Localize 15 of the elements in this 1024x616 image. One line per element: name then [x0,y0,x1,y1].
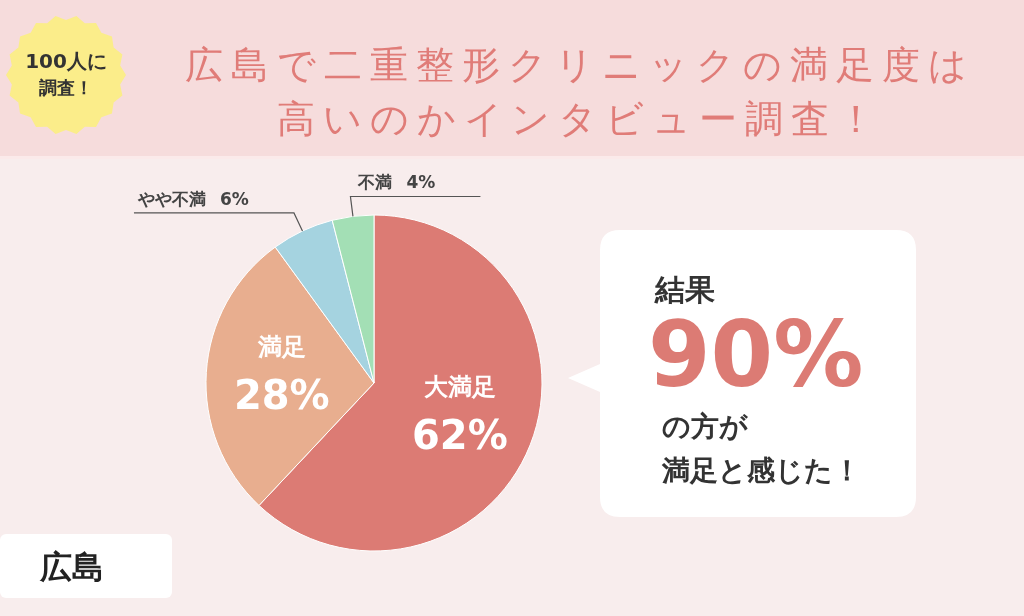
slice-label: 大満足 [423,373,496,402]
text: 広島 [40,547,104,588]
text: 調査！ [38,76,94,100]
data-label: 4% [406,172,436,193]
data-label: 6% [219,188,249,209]
slice-label: 不満 [357,172,393,193]
text: 結果 [655,271,715,309]
text: 満足と感じた！ [662,453,861,489]
slice-label: 満足 [256,333,306,362]
chart-title: 広島で二重整形クリニックの満足度は高いのかインタビュー調査！ [184,42,976,143]
data-label: 62% [412,412,508,459]
text: 100人に [24,48,108,75]
data-label: 28% [233,372,330,419]
slice-label: やや不満 [136,188,206,209]
text: の方が [662,409,748,445]
